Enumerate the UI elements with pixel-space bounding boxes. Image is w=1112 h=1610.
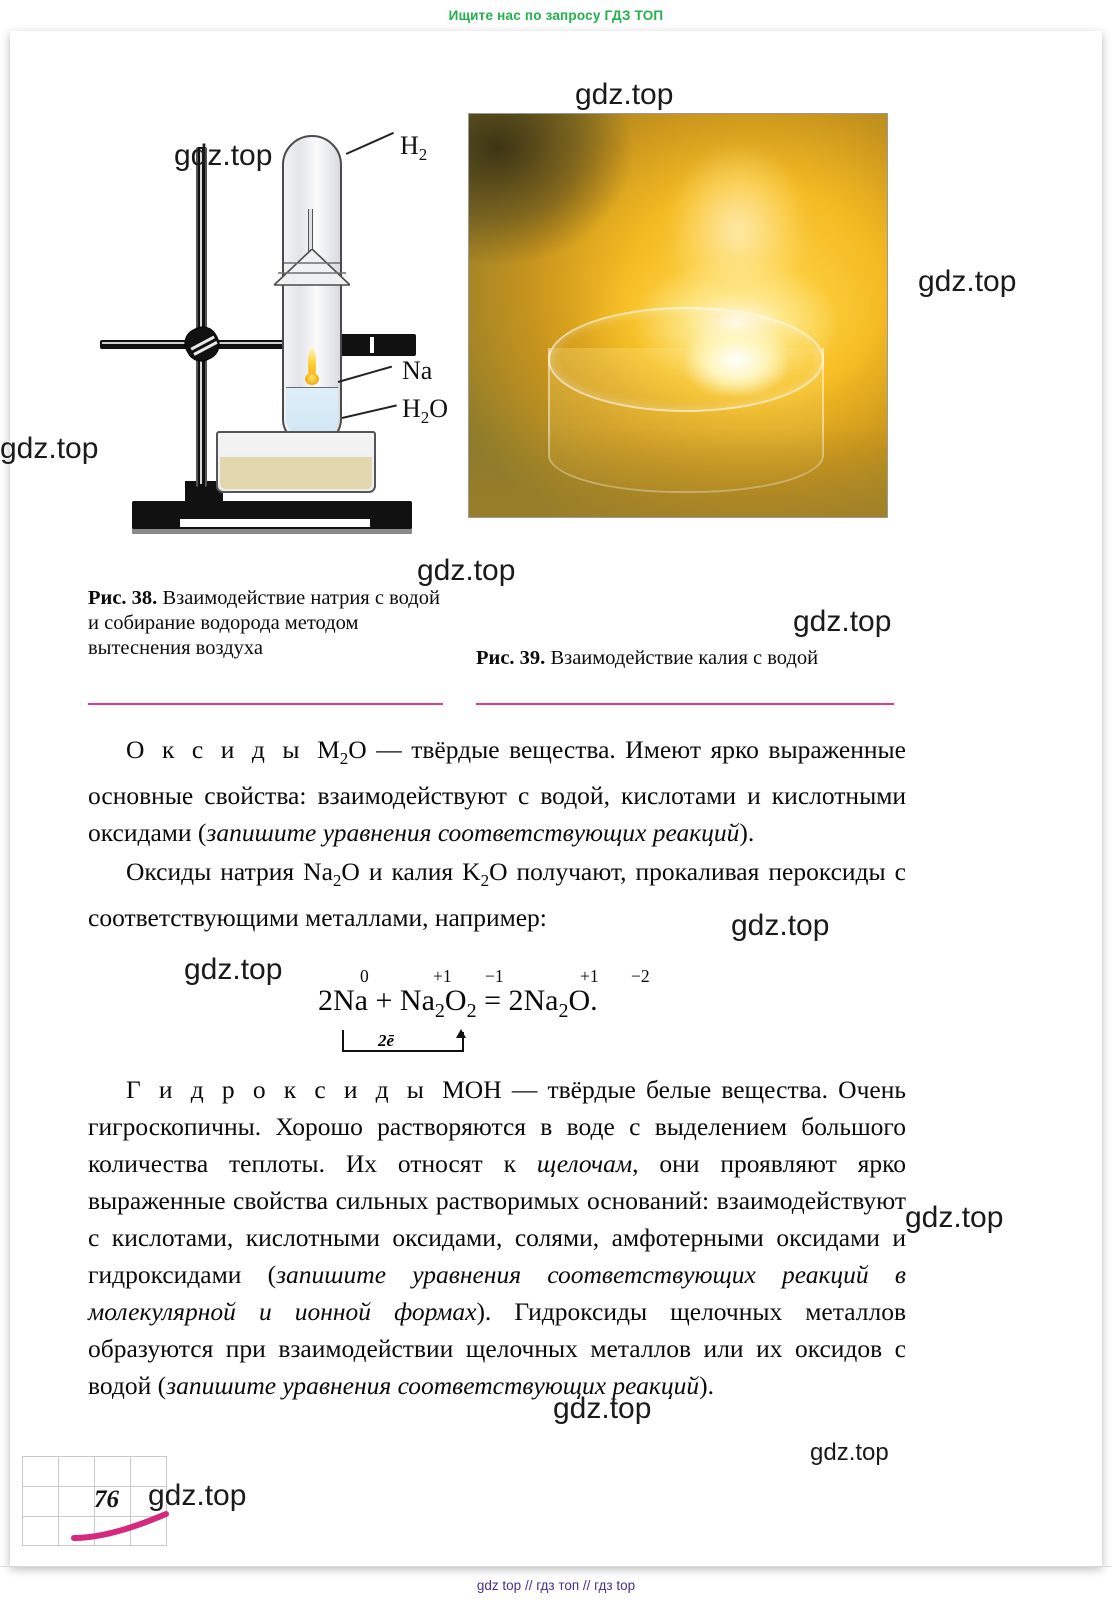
leader-line-h2 xyxy=(345,131,394,155)
figure-39-caption-text: Взаимодействие калия с водой xyxy=(545,647,819,669)
electron-arrow-left-stem xyxy=(342,1030,344,1052)
oxidation-number-na: 0 xyxy=(360,966,369,986)
eq-reactant-na: 2Na xyxy=(318,984,368,1017)
sand-in-dish xyxy=(220,457,372,489)
sodium-flame-icon xyxy=(305,347,319,389)
stand-base-shadow xyxy=(132,527,412,534)
term-hydroxides: Г и д р о к с и д ы xyxy=(126,1075,443,1104)
label-h2o: H2O xyxy=(402,394,449,428)
leader-line-h2o xyxy=(341,404,397,419)
figure-38-apparatus-diagram: H2 Na H2O xyxy=(70,131,448,561)
figure-39-photo xyxy=(468,113,888,518)
figure-38-caption-rule xyxy=(88,703,443,706)
hydroxides-section: Г и д р о к с и д ы MOH — твёрдые белые … xyxy=(88,1071,906,1406)
page-number: 76 xyxy=(94,1486,119,1513)
term-alkalis: щелочам xyxy=(536,1149,633,1178)
electron-arrow-right-stem xyxy=(462,1032,464,1052)
electron-arrow-baseline xyxy=(342,1050,464,1052)
photo-burning-potassium-hotspot xyxy=(686,323,787,397)
label-h2: H2 xyxy=(400,131,428,165)
eq-product: 2Na2O. xyxy=(508,984,598,1022)
promo-banner-text: Ищите нас по запросу ГДЗ ТОП xyxy=(448,7,664,23)
electron-arrow-label: 2ē xyxy=(378,1031,395,1050)
figures-row: H2 Na H2O xyxy=(10,31,1102,551)
funnel-cone xyxy=(274,249,350,287)
body-text: О к с и д ы M2O — твёрдые вещества. Имею… xyxy=(88,731,906,938)
stand-base-inner-slot xyxy=(180,519,370,527)
paragraph-oxides: О к с и д ы M2O — твёрдые вещества. Имею… xyxy=(88,735,906,848)
page-number-grid-decoration xyxy=(22,1456,167,1546)
photo-smoke-plume xyxy=(661,114,854,324)
oxidation-number-peroxide-na: +1 xyxy=(433,966,452,986)
funnel-stem xyxy=(308,209,313,257)
task-note-3: запишите уравнения соответствующих реакц… xyxy=(166,1371,700,1400)
chemical-equation-block: 0 +1 −1 +1 −2 2Na + Na2O2 = 2Na2O. 2ē xyxy=(88,966,906,1066)
textbook-page: H2 Na H2O Рис. 38. Взаимодействие натрия… xyxy=(10,31,1102,1566)
task-note-2: запишите уравнения соответствующих реакц… xyxy=(88,1260,906,1326)
figure-39-number: Рис. 39. xyxy=(476,647,546,669)
task-note-1: запишите уравнения соответствующих реакц… xyxy=(206,818,740,848)
page-number-block: 76 xyxy=(22,1456,182,1551)
eq-equals: = xyxy=(484,984,501,1017)
figure-38-number: Рис. 38. xyxy=(88,587,158,609)
figure-39-caption: Рис. 39. Взаимодействие калия с водой xyxy=(476,646,896,671)
label-na: Na xyxy=(402,356,433,385)
term-oxides: О к с и д ы xyxy=(126,735,318,764)
figure-39-caption-rule xyxy=(476,703,894,706)
paragraph-na2o-k2o: Оксиды натрия Na2O и калия K2O получают,… xyxy=(88,857,907,933)
promo-banner: Ищите нас по запросу ГДЗ ТОП xyxy=(0,0,1112,30)
formula-m2o: M xyxy=(317,735,340,764)
footer-divider xyxy=(0,1566,1112,1567)
photo-lower-glow xyxy=(469,428,887,517)
eq-peroxide: Na2O2 xyxy=(399,984,477,1022)
stand-vertical-rod-highlight xyxy=(200,149,202,484)
electron-arrow-head-icon xyxy=(456,1029,466,1038)
figure-38-caption-text: Взаимодействие натрия с водой и собирани… xyxy=(88,587,440,659)
electron-transfer-arrow: 2ē xyxy=(342,1029,466,1056)
page-number-swoosh-icon xyxy=(70,1508,180,1542)
footer-text: gdz top // гдз топ // гдз top xyxy=(476,1578,636,1593)
formula-moh: MOH xyxy=(442,1075,502,1104)
tube-clamp-slot xyxy=(370,337,374,353)
oxidation-number-product-na: +1 xyxy=(580,966,599,986)
eq-plus: + xyxy=(375,984,393,1017)
leader-line-na xyxy=(337,365,393,383)
oxidation-number-product-o: −2 xyxy=(631,966,650,986)
equation-text: 2Na + Na2O2 = 2Na2O. xyxy=(318,984,598,1023)
figure-38-caption: Рис. 38. Взаимодействие натрия с водой и… xyxy=(88,586,448,661)
paragraph-hydroxides: Г и д р о к с и д ы MOH — твёрдые белые … xyxy=(88,1075,907,1400)
oxidation-number-peroxide-o: −1 xyxy=(485,966,504,986)
clamp-knob-left xyxy=(179,321,225,367)
